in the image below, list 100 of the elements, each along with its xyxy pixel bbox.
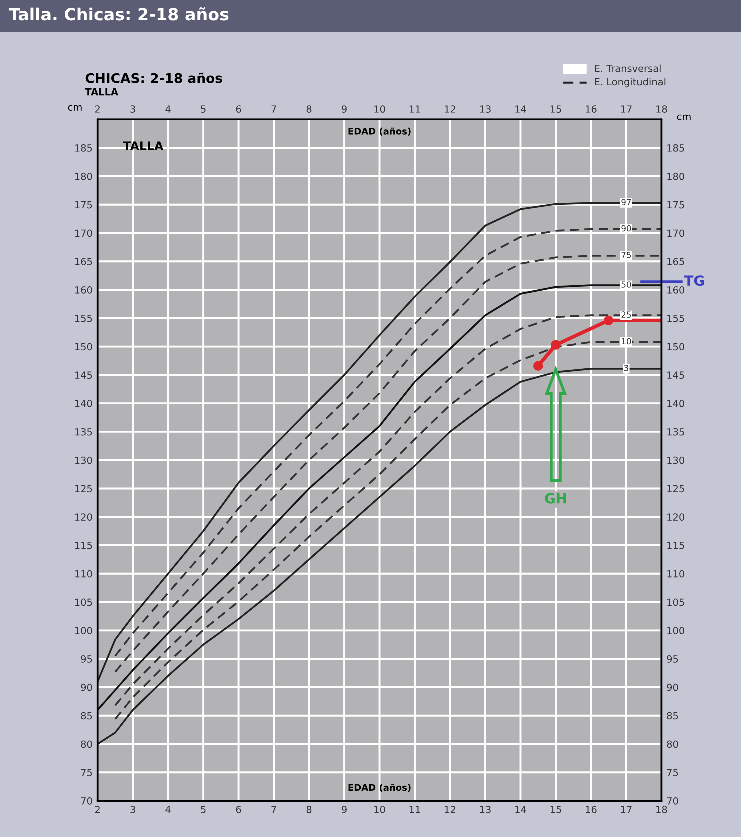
y2-tick-label: 175 xyxy=(668,201,684,209)
x2-tick-label: 16 xyxy=(586,106,597,113)
chart-title: Talla. Chicas: 2-18 años xyxy=(8,8,229,21)
x-tick-label: 14 xyxy=(516,806,526,814)
y-tick-label: 115 xyxy=(75,542,92,550)
x2-tick-label: 3 xyxy=(130,106,136,113)
x2-tick-label: 10 xyxy=(374,106,386,113)
x-tick-label: 4 xyxy=(166,806,171,814)
x-tick-label: 18 xyxy=(656,806,668,814)
ref-line-label: TG xyxy=(684,276,704,286)
x2-tick-label: 15 xyxy=(550,106,562,113)
y-tick-label: 180 xyxy=(75,172,92,180)
x-tick-label: 15 xyxy=(550,806,562,814)
y-tick-label: 95 xyxy=(81,656,92,663)
y2-tick-label: 105 xyxy=(668,598,684,606)
y2-tick-label: 110 xyxy=(668,570,684,578)
x2-tick-label: 13 xyxy=(480,106,491,113)
x2-tick-label: 5 xyxy=(201,106,206,113)
x-tick-label: 7 xyxy=(272,806,276,814)
y-tick-label: 110 xyxy=(75,570,92,578)
y-tick-label: 175 xyxy=(75,201,92,209)
y2-tick-label: 140 xyxy=(668,400,684,408)
x2-axis-title: EDAD (años) xyxy=(348,128,411,136)
y-tick-label: 170 xyxy=(75,230,92,238)
y2-tick-label: 170 xyxy=(668,230,684,238)
y-tick-label: 85 xyxy=(81,712,92,720)
x-tick-label: 2 xyxy=(95,806,100,814)
y2-tick-label: 120 xyxy=(668,514,684,521)
y2-tick-label: 155 xyxy=(668,315,684,322)
x-tick-label: 17 xyxy=(621,806,632,814)
x2-tick-label: 8 xyxy=(306,106,312,113)
y2-tick-label: 165 xyxy=(668,258,684,266)
x2-tick-label: 4 xyxy=(166,106,171,113)
y2-tick-label: 180 xyxy=(668,172,684,180)
y2-tick-label: 135 xyxy=(668,428,684,436)
y-axis-title: cm xyxy=(68,105,82,111)
x2-tick-label: 9 xyxy=(342,106,347,113)
y-tick-label: 120 xyxy=(75,514,92,521)
y2-tick-label: 130 xyxy=(668,456,684,464)
annotation: GH xyxy=(545,493,566,504)
x-tick-label: 8 xyxy=(306,806,312,814)
x-tick-label: 5 xyxy=(201,806,206,814)
y-tick-label: 70 xyxy=(81,797,92,805)
y2-tick-label: 80 xyxy=(667,740,678,748)
x-tick-label: 3 xyxy=(130,806,136,814)
x2-tick-label: 11 xyxy=(410,106,420,113)
y-tick-label: 125 xyxy=(75,485,92,493)
text: E. Transversal xyxy=(595,64,661,72)
y2-tick-label: 150 xyxy=(668,343,684,351)
text: E. Longitudinal xyxy=(595,78,666,88)
y2-tick-label: 75 xyxy=(667,769,678,776)
y-tick-label: 155 xyxy=(75,315,92,322)
x-tick-label: 10 xyxy=(374,806,386,814)
x2-tick-label: 14 xyxy=(516,106,526,113)
chart-subtitle: CHICAS: 2-18 años xyxy=(86,72,222,84)
x2-tick-label: 2 xyxy=(95,106,100,113)
y-tick-label: 185 xyxy=(75,144,92,152)
y-tick-label: 160 xyxy=(75,286,92,294)
y2-tick-label: 185 xyxy=(668,144,684,152)
series-label: 90 xyxy=(622,225,632,232)
x-tick-label: 9 xyxy=(342,806,347,814)
y-tick-label: 105 xyxy=(75,598,92,606)
y-tick-label: 100 xyxy=(75,627,92,635)
series-label: 10 xyxy=(622,338,632,345)
y2-tick-label: 70 xyxy=(667,797,678,805)
y2-tick-label: 100 xyxy=(668,627,684,635)
x2-tick-label: 17 xyxy=(621,106,632,113)
y2-tick-label: 145 xyxy=(668,372,684,380)
y-tick-label: 90 xyxy=(81,684,92,692)
y-tick-label: 140 xyxy=(75,400,92,408)
y-tick-label: 165 xyxy=(75,258,92,266)
y-tick-label: 150 xyxy=(75,343,92,351)
x-tick-label: 16 xyxy=(586,806,597,814)
y2-axis-title: cm xyxy=(677,114,691,120)
x2-tick-label: 6 xyxy=(236,106,242,113)
y2-tick-label: 95 xyxy=(667,656,678,663)
x2-tick-label: 7 xyxy=(272,106,276,113)
x-tick-label: 6 xyxy=(236,806,242,814)
series-label: 50 xyxy=(622,282,632,288)
series-label: 25 xyxy=(622,312,632,318)
y-tick-label: 135 xyxy=(75,428,92,436)
y-tick-label: 80 xyxy=(81,740,92,748)
y-tick-label: 130 xyxy=(75,456,92,464)
y2-tick-label: 90 xyxy=(667,684,678,692)
x-tick-label: 12 xyxy=(445,806,456,814)
y2-tick-label: 160 xyxy=(668,286,684,294)
x-tick-label: 11 xyxy=(410,806,420,814)
y2-tick-label: 115 xyxy=(668,542,684,550)
series-label: 75 xyxy=(622,252,632,258)
y-tick-label: 145 xyxy=(75,372,92,380)
text: TALLA xyxy=(85,88,118,96)
y-tick-label: 75 xyxy=(81,769,92,776)
x2-tick-label: 12 xyxy=(445,106,456,113)
x-axis-title: EDAD (años) xyxy=(348,784,411,792)
y2-tick-label: 85 xyxy=(667,712,678,720)
annotation: TALLA xyxy=(123,142,164,150)
x-tick-label: 13 xyxy=(480,806,491,814)
y2-tick-label: 125 xyxy=(668,485,684,493)
x2-tick-label: 18 xyxy=(656,106,668,113)
series-label: 97 xyxy=(622,199,632,206)
